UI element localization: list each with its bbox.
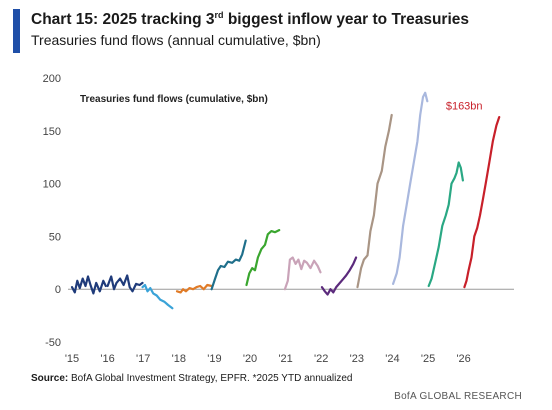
annotation-163bn: $163bn [446, 101, 483, 113]
series-line-12 [464, 117, 499, 287]
series-line-7 [285, 258, 321, 290]
y-axis: -50 0 50 100 150 200 [43, 73, 61, 349]
chart-inner-title: Treasuries fund flows (cumulative, $bn) [80, 94, 268, 105]
series-line-6 [247, 230, 280, 285]
series-line-10 [393, 93, 427, 284]
x-tick-label: '23 [350, 353, 364, 365]
x-tick-label: '22 [314, 353, 328, 365]
y-tick-label: 150 [43, 126, 61, 138]
source-note: Source: BofA Global Investment Strategy,… [31, 373, 352, 384]
source-label: Source: [31, 373, 68, 384]
series-line-1 [72, 277, 106, 294]
x-tick-label: '21 [278, 353, 292, 365]
series-group [72, 93, 499, 308]
series-line-3 [143, 285, 173, 308]
series-line-11 [429, 163, 463, 287]
x-tick-label: '15 [65, 353, 79, 365]
y-tick-label: 0 [55, 284, 61, 296]
brand-label: BofA GLOBAL RESEARCH [394, 391, 522, 402]
y-tick-label: -50 [45, 337, 61, 349]
y-tick-label: 50 [49, 231, 61, 243]
x-tick-label: '17 [136, 353, 150, 365]
source-text: BofA Global Investment Strategy, EPFR. *… [68, 373, 352, 384]
x-tick-label: '20 [243, 353, 257, 365]
y-tick-label: 100 [43, 179, 61, 191]
x-tick-label: '19 [207, 353, 221, 365]
x-tick-label: '18 [172, 353, 186, 365]
y-tick-label: 200 [43, 73, 61, 85]
x-axis: '15 '16 '17 '18 '19 '20 '21 '22 '23 '24 '25 '26 [65, 353, 471, 365]
series-line-9 [358, 115, 392, 287]
series-line-5 [212, 241, 246, 290]
x-tick-label: '25 [421, 353, 435, 365]
x-tick-label: '24 [385, 353, 399, 365]
x-tick-label: '26 [456, 353, 470, 365]
x-tick-label: '16 [100, 353, 114, 365]
